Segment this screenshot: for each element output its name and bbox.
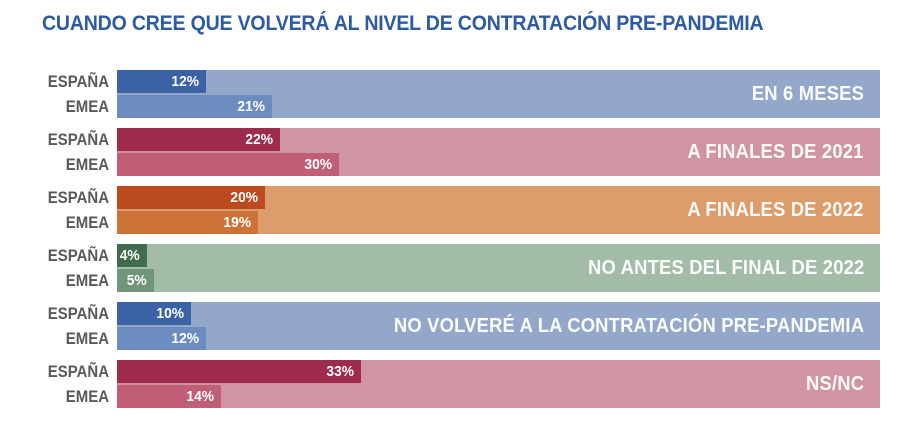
series-label-espana: ESPAÑA <box>47 362 109 381</box>
bar-espana: 12% <box>117 70 206 93</box>
group-band: 22% 30% A FINALES DE 2021 <box>117 128 880 176</box>
category-label: NO ANTES DEL FINAL DE 2022 <box>587 257 864 279</box>
series-label-emea: EMEA <box>65 387 109 406</box>
series-label-espana: ESPAÑA <box>47 304 109 323</box>
bar-value-emea: 30% <box>304 156 333 173</box>
bar-chart: ESPAÑA EMEA 12% 21% EN 6 MESES ESPAÑA EMEA 22% 3… <box>0 70 880 418</box>
bar-value-emea: 12% <box>171 330 199 347</box>
series-label-emea: EMEA <box>65 329 109 348</box>
series-label-emea: EMEA <box>65 213 109 232</box>
series-label-espana: ESPAÑA <box>47 188 109 207</box>
series-labels-column: ESPAÑA EMEA <box>0 244 117 292</box>
category-label: NO VOLVERÉ A LA CONTRATACIÓN PRE-PANDEMI… <box>393 315 864 337</box>
bar-emea: 12% <box>117 327 206 350</box>
series-labels-column: ESPAÑA EMEA <box>0 360 117 408</box>
chart-group: ESPAÑA EMEA 12% 21% EN 6 MESES <box>0 70 880 118</box>
bar-emea: 5% <box>117 269 154 292</box>
group-band: 10% 12% NO VOLVERÉ A LA CONTRATACIÓN PRE-P… <box>117 302 880 350</box>
bar-value-emea: 19% <box>222 214 251 231</box>
category-label: A FINALES DE 2022 <box>687 199 864 221</box>
chart-group: ESPAÑA EMEA 33% 14% NS/NC <box>0 360 880 408</box>
bar-emea: 30% <box>117 153 340 176</box>
bar-emea: 14% <box>117 385 221 408</box>
bar-espana: 10% <box>117 302 191 325</box>
bar-value-espana: 22% <box>245 131 273 148</box>
series-label-espana: ESPAÑA <box>47 246 109 265</box>
chart-group: ESPAÑA EMEA 20% 19% A FINALES DE 2022 <box>0 186 880 234</box>
bar-emea: 21% <box>117 95 273 118</box>
bar-value-espana: 4% <box>119 247 140 264</box>
series-labels-column: ESPAÑA EMEA <box>0 186 117 234</box>
group-band: 4% 5% NO ANTES DEL FINAL DE 2022 <box>117 244 880 292</box>
bar-espana: 22% <box>117 128 280 151</box>
chart-group: ESPAÑA EMEA 22% 30% A FINALES DE 2021 <box>0 128 880 176</box>
series-labels-column: ESPAÑA EMEA <box>0 70 117 118</box>
category-label: A FINALES DE 2021 <box>687 141 864 163</box>
bar-espana: 4% <box>117 244 147 267</box>
bar-emea: 19% <box>117 211 258 234</box>
chart-title: CUANDO CREE QUE VOLVERÁ AL NIVEL DE CONT… <box>42 12 764 35</box>
series-label-emea: EMEA <box>65 97 109 116</box>
chart-group: ESPAÑA EMEA 10% 12% NO VOLVERÉ A LA CONTRATA… <box>0 302 880 350</box>
group-band: 12% 21% EN 6 MESES <box>117 70 880 118</box>
category-label: EN 6 MESES <box>751 83 864 105</box>
series-label-emea: EMEA <box>65 271 109 290</box>
bar-value-emea: 21% <box>237 98 266 115</box>
bar-value-espana: 20% <box>230 189 259 206</box>
bar-value-emea: 14% <box>185 388 214 405</box>
bar-value-espana: 10% <box>156 305 184 322</box>
series-labels-column: ESPAÑA EMEA <box>0 128 117 176</box>
chart-group: ESPAÑA EMEA 4% 5% NO ANTES DEL FINAL DE 2022 <box>0 244 880 292</box>
group-band: 20% 19% A FINALES DE 2022 <box>117 186 880 234</box>
bar-value-espana: 12% <box>171 73 199 90</box>
series-label-espana: ESPAÑA <box>47 72 109 91</box>
group-band: 33% 14% NS/NC <box>117 360 880 408</box>
series-labels-column: ESPAÑA EMEA <box>0 302 117 350</box>
bar-espana: 33% <box>117 360 362 383</box>
category-label: NS/NC <box>805 373 864 395</box>
bar-value-emea: 5% <box>127 272 147 289</box>
bar-espana: 20% <box>117 186 266 209</box>
series-label-espana: ESPAÑA <box>47 130 109 149</box>
series-label-emea: EMEA <box>65 155 109 174</box>
bar-value-espana: 33% <box>326 363 355 380</box>
